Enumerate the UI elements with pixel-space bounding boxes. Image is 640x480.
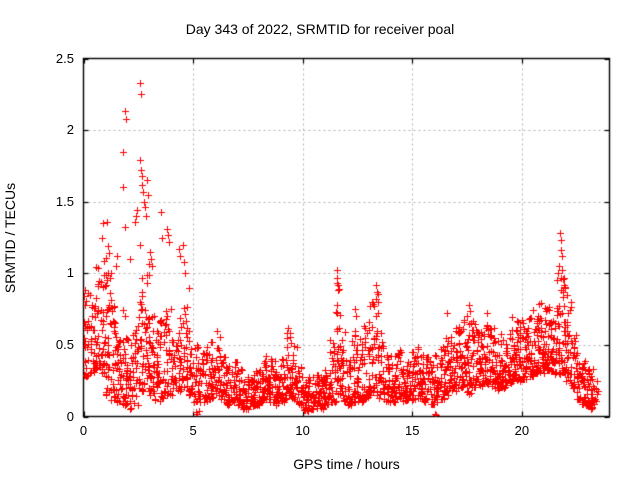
x-tick-label: 0 <box>79 423 88 438</box>
x-axis-label: GPS time / hours <box>293 456 400 472</box>
y-tick-label: 1.5 <box>55 193 74 209</box>
x-tick-label: 20 <box>514 423 530 438</box>
y-tick-label: 0.5 <box>55 336 74 352</box>
y-tick-label: 2 <box>66 122 74 138</box>
y-axis-label: SRMTID / TECUs <box>2 182 18 294</box>
y-tick-label: 0 <box>66 408 74 424</box>
x-tick-label: 10 <box>295 423 310 438</box>
chart-title: Day 343 of 2022, SRMTID for receiver poa… <box>185 21 455 37</box>
y-tick-label: 1 <box>66 265 74 281</box>
y-tick-label: 2.5 <box>55 50 74 66</box>
x-tick-label: 5 <box>189 423 197 438</box>
x-tick-label: 15 <box>405 423 420 438</box>
